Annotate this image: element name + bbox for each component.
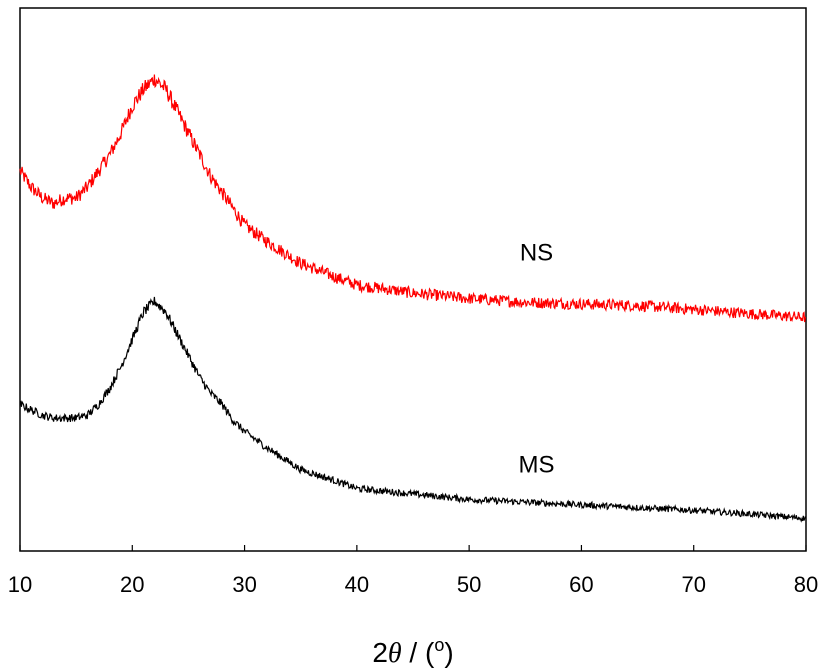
- series-annotations: NS MS: [519, 239, 555, 478]
- x-tick-label: 80: [794, 572, 818, 597]
- series-line-ms: [19, 296, 806, 523]
- x-tick-label: 50: [457, 572, 481, 597]
- x-tick-label: 70: [681, 572, 705, 597]
- x-axis-ticks: 10 20 30 40 50 60 70 80: [8, 545, 818, 597]
- series-label-ns: NS: [520, 239, 553, 266]
- x-tick-label: 10: [8, 572, 32, 597]
- series-label-ms: MS: [519, 451, 555, 478]
- series-layer: [19, 74, 806, 523]
- series-line-ns: [19, 74, 806, 323]
- x-axis-title: 2θ / (o): [372, 635, 453, 669]
- x-tick-label: 60: [569, 572, 593, 597]
- x-tick-label: 40: [345, 572, 369, 597]
- plot-frame: [19, 7, 807, 552]
- x-tick-label: 30: [232, 572, 256, 597]
- x-tick-label: 20: [120, 572, 144, 597]
